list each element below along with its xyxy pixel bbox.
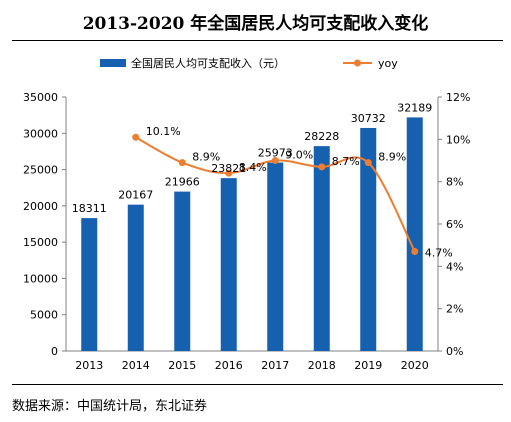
legend-bar-label: 全国居民人均可支配收入（元） bbox=[131, 56, 285, 70]
source-note: 数据来源：中国统计局，东北证券 bbox=[12, 399, 208, 414]
source-rule bbox=[12, 384, 503, 385]
x-tick-label: 2019 bbox=[354, 359, 382, 372]
yoy-value-label: 9.0% bbox=[285, 149, 313, 162]
y-left-tick-label: 15000 bbox=[23, 236, 58, 249]
x-tick-label: 2017 bbox=[261, 359, 289, 372]
yoy-value-label: 8.9% bbox=[378, 151, 406, 164]
y-left-tick-label: 25000 bbox=[23, 164, 58, 177]
x-tick-label: 2016 bbox=[215, 359, 243, 372]
bar bbox=[81, 218, 98, 351]
x-tick-label: 2018 bbox=[308, 359, 336, 372]
yoy-point bbox=[364, 159, 372, 167]
chart-canvas: 0 5000 10000 15000 20000 25000 30000 35000 0% 2% 4… bbox=[23, 56, 470, 372]
bar bbox=[127, 204, 144, 351]
yoy-value-label: 8.9% bbox=[192, 151, 220, 164]
chart-title: 2013-2020 年全国居民人均可支配收入变化 bbox=[82, 14, 429, 34]
legend-bar-swatch bbox=[100, 59, 126, 67]
yoy-value-label: 8.7% bbox=[332, 155, 360, 168]
y-right-tick-label: 0% bbox=[446, 345, 463, 358]
y-left-tick-label: 30000 bbox=[23, 127, 58, 140]
yoy-point bbox=[225, 169, 233, 177]
bar bbox=[220, 178, 237, 351]
bar-value-label: 23821 bbox=[211, 162, 246, 175]
bar bbox=[174, 191, 191, 351]
bar-value-label: 18311 bbox=[72, 202, 107, 215]
bar-value-label: 32189 bbox=[397, 101, 432, 114]
x-tick-label: 2015 bbox=[168, 359, 196, 372]
bar bbox=[267, 162, 284, 351]
y-right-tick-label: 2% bbox=[446, 303, 463, 316]
legend-line-label: yoy bbox=[378, 57, 398, 70]
title-underline bbox=[12, 40, 503, 41]
yoy-point bbox=[178, 159, 186, 167]
legend-line-marker bbox=[354, 59, 361, 67]
y-right-tick-label: 4% bbox=[446, 260, 463, 273]
bar-value-label: 28228 bbox=[304, 130, 339, 143]
y-left-tick-label: 10000 bbox=[23, 272, 58, 285]
y-left-tick-label: 0 bbox=[51, 345, 58, 358]
yoy-value-label: 4.7% bbox=[425, 247, 453, 260]
y-right-tick-label: 12% bbox=[446, 91, 470, 104]
bar-value-label: 30732 bbox=[351, 112, 386, 125]
y-right-tick-label: 6% bbox=[446, 218, 463, 231]
bar-value-label: 20167 bbox=[118, 189, 153, 202]
yoy-point bbox=[318, 163, 326, 171]
yoy-point bbox=[271, 157, 279, 164]
y-right-tick-label: 8% bbox=[446, 176, 463, 189]
bar bbox=[406, 117, 423, 351]
bar-value-label: 21966 bbox=[165, 176, 200, 189]
x-tick-label: 2013 bbox=[75, 359, 103, 372]
x-tick-label: 2020 bbox=[401, 359, 429, 372]
bar bbox=[360, 127, 377, 352]
y-left-tick-label: 5000 bbox=[30, 309, 58, 322]
bar-value-label: 25973 bbox=[258, 147, 293, 160]
yoy-point bbox=[132, 133, 140, 141]
yoy-point bbox=[411, 248, 419, 256]
bar bbox=[313, 146, 330, 351]
y-left-tick-label: 35000 bbox=[23, 91, 58, 104]
yoy-value-label: 10.1% bbox=[146, 125, 181, 138]
x-tick-label: 2014 bbox=[122, 359, 150, 372]
yoy-value-label: 8.4% bbox=[239, 161, 267, 174]
y-left-tick-label: 20000 bbox=[23, 200, 58, 213]
y-right-tick-label: 10% bbox=[446, 133, 470, 146]
